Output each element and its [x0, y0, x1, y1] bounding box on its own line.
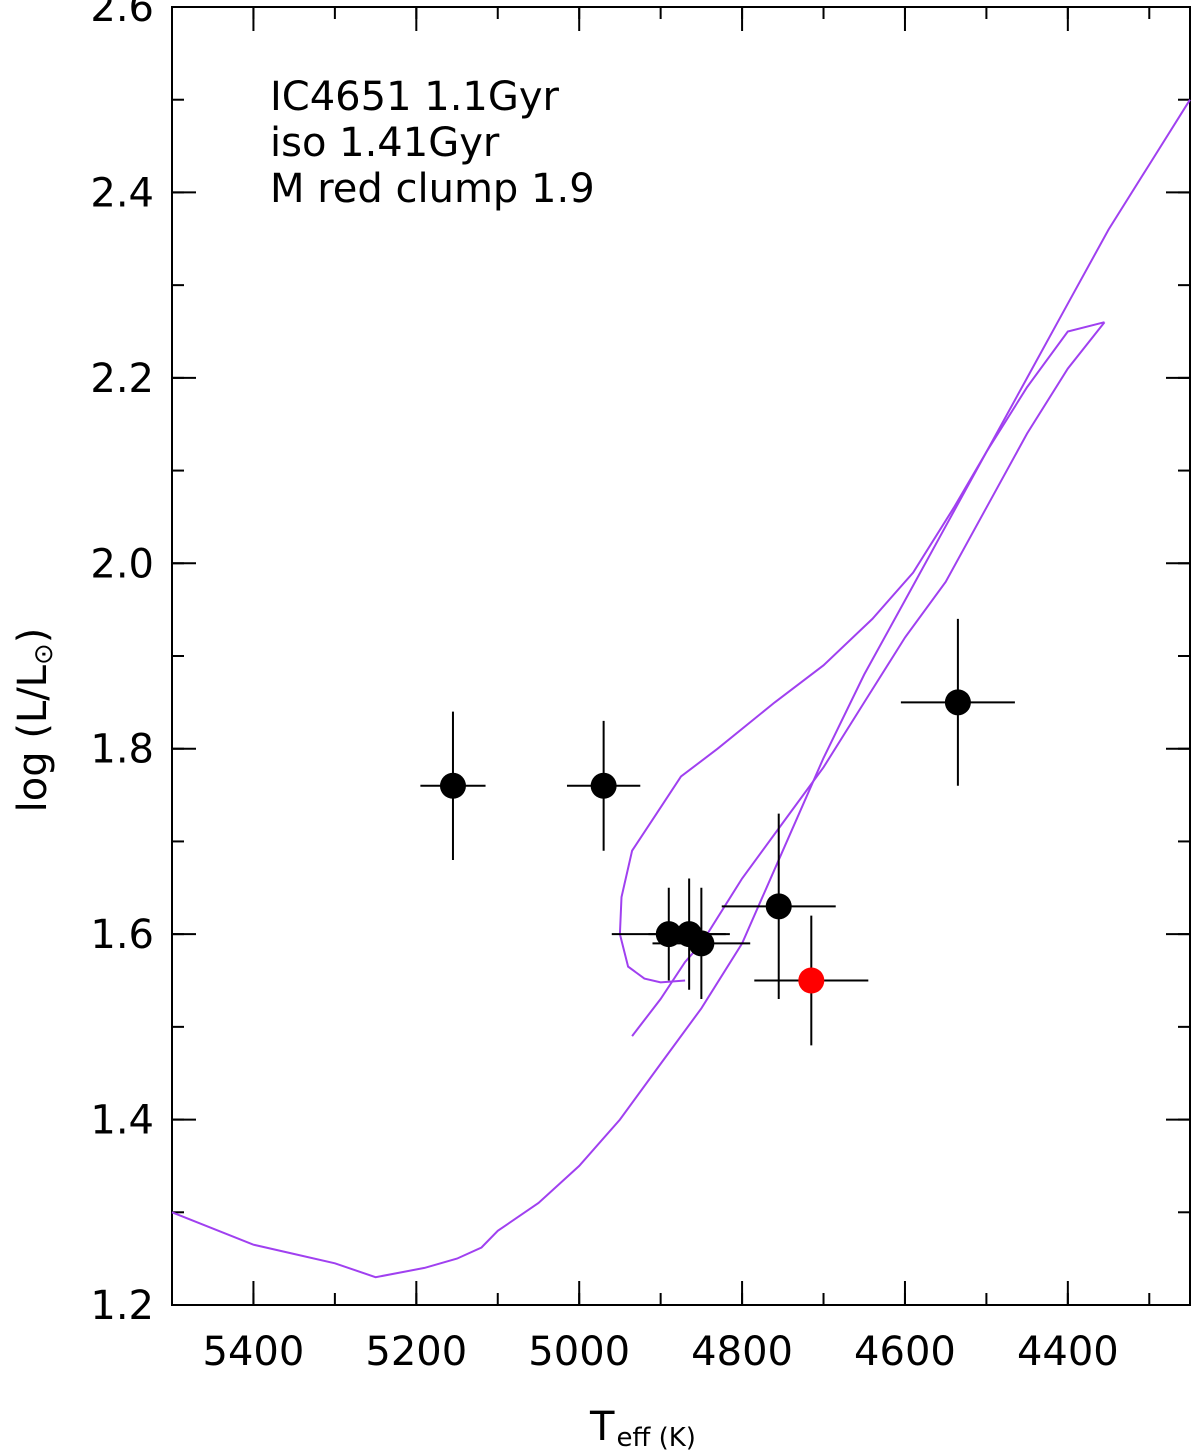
- x-tick-label: 5200: [365, 1329, 467, 1375]
- star-4: [648, 878, 730, 990]
- annotations: IC4651 1.1Gyr iso 1.41Gyr M red clump 1.…: [270, 74, 595, 212]
- isochrone-segment-3: [618, 99, 1191, 984]
- y-axis-title: log (L/L⊙): [10, 628, 59, 813]
- y-axis-title-main: log (L/L: [10, 664, 56, 812]
- y-tick-label: 2.4: [90, 170, 154, 216]
- x-tick-label: 5000: [528, 1329, 630, 1375]
- isochrone-segment-1: [171, 321, 1105, 1279]
- y-tick-label: 2.6: [90, 0, 154, 31]
- y-tick-label: 2.0: [90, 541, 154, 587]
- x-tick-label: 4400: [1017, 1329, 1119, 1375]
- x-axis-title-sub: eff (K): [616, 1423, 696, 1453]
- annotation-isochrone: iso 1.41Gyr: [270, 120, 500, 166]
- x-tick-labels: 5400 5200 5000 4800 4600 4400: [203, 1329, 1119, 1375]
- data-point: [439, 772, 466, 799]
- data-point: [590, 772, 617, 799]
- x-tick-label: 5400: [203, 1329, 305, 1375]
- star-1: [420, 711, 486, 860]
- star-2: [566, 720, 641, 851]
- star-5: [652, 887, 751, 1000]
- x-tick-label: 4800: [691, 1329, 793, 1375]
- data-point: [944, 689, 971, 716]
- data-point: [798, 967, 825, 994]
- star-6: [721, 813, 836, 1000]
- y-tick-labels: 1.2 1.4 1.6 1.8 2.0 2.2 2.4 2.6: [90, 0, 154, 1329]
- highlighted-star-1: [754, 915, 869, 1046]
- y-tick-label: 1.4: [90, 1098, 154, 1144]
- data-point: [688, 930, 715, 957]
- y-tick-label: 1.2: [90, 1283, 154, 1329]
- star-7: [900, 618, 1015, 786]
- x-axis-title: Teff (K): [589, 1404, 696, 1453]
- data-points: [420, 618, 1015, 1046]
- y-tick-label: 2.2: [90, 356, 154, 402]
- isochrone-curve: [171, 99, 1191, 1279]
- data-point: [765, 893, 792, 920]
- y-tick-label: 1.8: [90, 727, 154, 773]
- annotation-red-clump: M red clump 1.9: [270, 166, 595, 212]
- annotation-cluster: IC4651 1.1Gyr: [270, 74, 560, 120]
- x-axis-title-main: T: [589, 1404, 615, 1450]
- y-tick-label: 1.6: [90, 912, 154, 958]
- major-ticks: [172, 6, 1190, 1306]
- y-axis-title-close: ): [10, 628, 56, 644]
- y-axis-title-sub: ⊙: [29, 643, 59, 665]
- isochrone-segment-2: [631, 321, 1106, 1037]
- x-tick-label: 4600: [854, 1329, 956, 1375]
